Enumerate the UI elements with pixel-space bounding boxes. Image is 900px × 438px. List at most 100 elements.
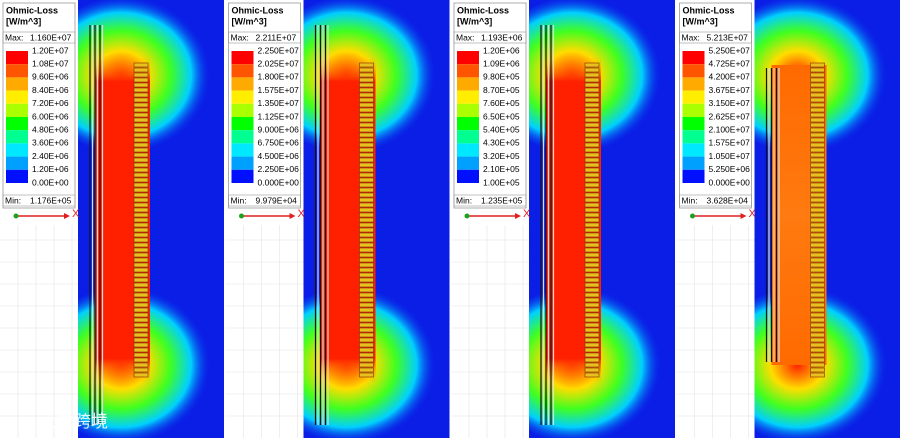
conductor <box>133 102 149 108</box>
conductor <box>133 167 149 173</box>
min-value: 1.176E+05 <box>30 195 72 205</box>
conductor <box>584 92 600 98</box>
conductor <box>133 202 149 208</box>
conductor <box>133 352 149 358</box>
conductor <box>584 117 600 123</box>
conductor <box>584 232 600 238</box>
axis-label: X <box>749 208 757 220</box>
conductor <box>133 267 149 273</box>
min-value: 3.628E+04 <box>707 195 749 205</box>
conductor <box>584 337 600 343</box>
conductor <box>810 302 825 308</box>
origin <box>239 213 244 219</box>
result-panel: Ohmic-Loss[W/m^3] Max: 1.193E+06 1.20E+06 1.… <box>451 0 675 438</box>
conductor <box>133 87 149 93</box>
legend-tick-label: 4.500E+06 <box>258 151 300 161</box>
x-arrow-head <box>64 213 70 219</box>
conductor <box>133 112 149 118</box>
legend-tick-label: 5.250E+07 <box>709 45 751 55</box>
max-box <box>228 31 301 44</box>
origin <box>13 213 19 219</box>
conductor <box>133 252 149 258</box>
legend-swatch <box>682 103 705 117</box>
legend-swatch <box>682 77 705 91</box>
conductor <box>133 147 149 153</box>
conductor <box>810 237 825 243</box>
conductor <box>584 102 600 108</box>
conductor <box>810 222 825 228</box>
conductor <box>584 112 600 118</box>
conductor <box>810 102 825 108</box>
conductor <box>359 62 374 68</box>
conductor <box>359 177 374 183</box>
conductor <box>810 177 825 183</box>
conductor <box>584 237 600 243</box>
legend-tick-label: 5.250E+06 <box>709 164 751 174</box>
conductor <box>133 232 149 238</box>
legend-swatch <box>6 130 28 144</box>
conductor <box>810 97 825 103</box>
conductor <box>133 262 149 268</box>
conductor <box>133 127 149 133</box>
conductor <box>584 297 600 303</box>
conductor <box>133 367 149 373</box>
conductor <box>359 277 374 283</box>
min-value: 1.235E+05 <box>481 195 523 205</box>
conductor <box>359 312 374 318</box>
conductor <box>584 167 600 173</box>
conductor <box>133 312 149 318</box>
conductor <box>810 322 825 328</box>
field <box>754 0 900 438</box>
conductor <box>133 357 149 363</box>
conductor <box>133 107 149 113</box>
conductor <box>584 362 600 368</box>
conductor <box>359 237 374 243</box>
legend-swatch <box>682 143 705 157</box>
conductor <box>584 172 600 178</box>
conductor <box>810 347 825 353</box>
conductor <box>359 232 374 238</box>
conductor <box>584 342 600 348</box>
conductor <box>810 207 825 213</box>
field-plot <box>754 0 900 438</box>
legend-swatch <box>457 117 479 131</box>
conductor <box>810 62 825 68</box>
conductor <box>359 137 374 143</box>
legend-tick-label: 6.50E+05 <box>483 111 520 121</box>
axis-label: X <box>523 208 531 220</box>
conductor <box>810 212 825 218</box>
conductor <box>133 172 149 178</box>
legend-tick-label: 4.30E+05 <box>483 138 520 148</box>
conductor <box>584 162 600 168</box>
conductor <box>810 327 825 333</box>
legend-tick-label: 0.000E+00 <box>258 177 300 187</box>
conductor <box>359 67 374 73</box>
conductor <box>810 112 825 118</box>
conductor <box>359 192 374 198</box>
legend-swatch <box>682 130 705 144</box>
conductor <box>810 332 825 338</box>
min-label: Min: <box>682 195 698 205</box>
legend-swatch <box>6 143 28 157</box>
conductor <box>810 277 825 283</box>
conductor <box>133 287 149 293</box>
legend-tick-label: 1.050E+07 <box>709 151 751 161</box>
conductor <box>359 187 374 193</box>
conductor <box>584 217 600 223</box>
legend: Ohmic-Loss[W/m^3] Max: 5.213E+07 5.250E+07 4… <box>679 2 752 209</box>
conductor <box>810 72 825 78</box>
legend-swatch <box>231 130 254 144</box>
conductor <box>810 67 825 73</box>
conductor <box>133 242 149 248</box>
conductor <box>584 352 600 358</box>
conductor <box>810 247 825 253</box>
conductor <box>359 172 374 178</box>
conductor <box>584 317 600 323</box>
conductor <box>810 337 825 343</box>
conductor <box>359 317 374 323</box>
conductor <box>584 182 600 188</box>
conductor <box>810 227 825 233</box>
legend-swatch <box>682 117 705 131</box>
legend-swatch <box>231 143 254 157</box>
conductor <box>584 222 600 228</box>
